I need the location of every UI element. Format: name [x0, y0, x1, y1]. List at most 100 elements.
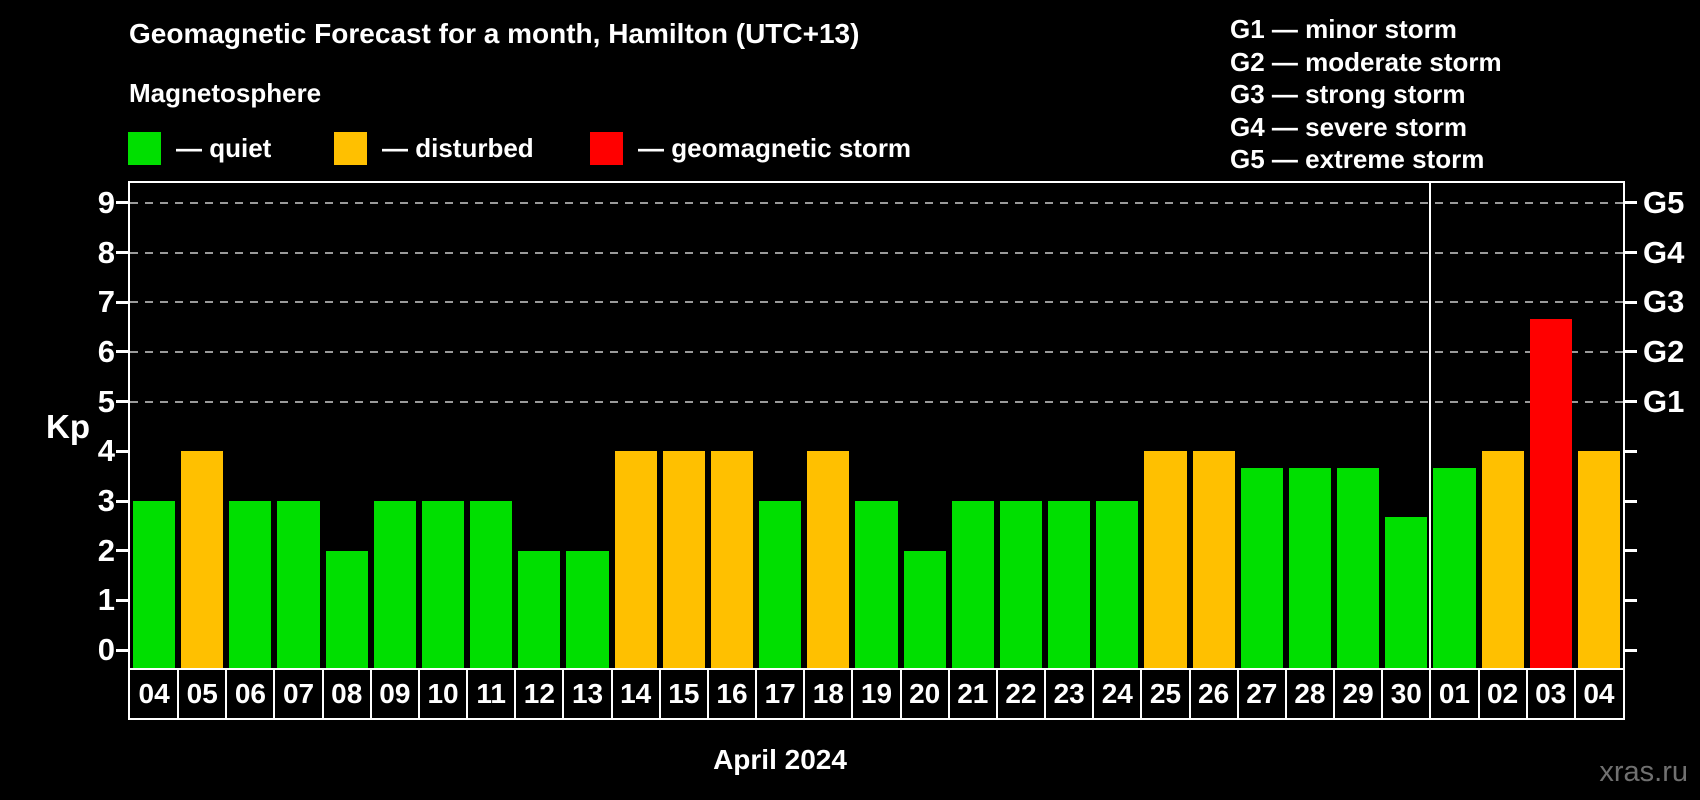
g-scale-legend-line: G2 — moderate storm — [1230, 46, 1502, 77]
bar-day-27 — [1240, 467, 1283, 668]
x-axis-title: April 2024 — [713, 744, 847, 775]
day-cell-border — [755, 670, 758, 718]
bar-day-03 — [1529, 318, 1572, 668]
gridline-kp8 — [130, 251, 1623, 254]
day-cell-border — [225, 670, 228, 718]
bar-day-18 — [807, 451, 850, 668]
y-tick-label: 3 — [97, 483, 115, 519]
legend-item-storm: — geomagnetic storm — [590, 131, 911, 165]
y-tick-label: 1 — [97, 582, 115, 618]
day-cell-border — [1284, 670, 1287, 718]
g-scale-legend: G1 — minor storm G2 — moderate storm G3 — … — [1230, 13, 1502, 176]
x-tick-label-day-02: 02 — [1487, 678, 1519, 709]
bar-day-19 — [855, 501, 898, 668]
y-axis-tick-left — [116, 400, 128, 404]
x-tick-label-day-17: 17 — [764, 678, 796, 709]
x-tick-label-day-25: 25 — [1149, 678, 1182, 709]
bar-day-08 — [325, 550, 368, 668]
x-tick-label-day-18: 18 — [812, 678, 844, 709]
bar-day-02 — [1481, 451, 1524, 668]
x-tick-label-day-26: 26 — [1198, 678, 1230, 709]
y-axis-tick-left — [116, 499, 128, 503]
y-tick-label: 9 — [97, 184, 115, 220]
day-cell-border — [1236, 670, 1239, 718]
y-tick-label: 5 — [97, 383, 115, 419]
y-axis-tick-left — [116, 300, 128, 304]
x-tick-label-day-19: 19 — [860, 678, 893, 709]
gridline-kp7 — [130, 301, 1623, 304]
magnetosphere-label: Magnetosphere — [129, 78, 322, 108]
g-scale-legend-line: G5 — extreme storm — [1230, 144, 1485, 174]
day-cell-border — [466, 670, 469, 718]
legend-label-storm: — geomagnetic storm — [638, 133, 912, 163]
bar-day-22 — [999, 501, 1043, 668]
x-tick-label-day-30: 30 — [1390, 678, 1422, 709]
day-cell-border — [177, 670, 180, 718]
x-tick-label-day-13: 13 — [571, 678, 604, 709]
bar-day-24 — [1096, 501, 1139, 668]
y-axis-title: Kp — [46, 408, 90, 445]
y-axis-tick-right — [1625, 449, 1637, 453]
bar-day-05 — [181, 451, 224, 668]
disturbed-swatch-icon — [334, 131, 367, 165]
day-cell-border — [995, 670, 998, 718]
bar-day-17 — [759, 501, 802, 668]
x-tick-label-day-24: 24 — [1101, 678, 1133, 709]
storm-swatch-icon — [590, 131, 623, 165]
y-axis-tick-left — [116, 648, 128, 652]
bar-day-28 — [1288, 467, 1332, 668]
x-tick-label-day-12: 12 — [523, 678, 555, 709]
month-separator-line — [1429, 183, 1432, 668]
x-tick-label-day-04: 04 — [1583, 678, 1615, 709]
legend-item-quiet: — quiet — [128, 131, 271, 165]
day-cell-border — [1573, 670, 1576, 718]
bar-day-13 — [566, 550, 609, 668]
g-scale-legend-line: G3 — strong storm — [1230, 79, 1466, 109]
legend-item-disturbed: — disturbed — [334, 131, 534, 165]
bar-day-12 — [518, 550, 561, 668]
x-axis-day-row: 04 05 06 07 08 09 10 11 12 13 14 15 16 17 18 19 20 21 22 23… — [128, 668, 1625, 720]
watermark: xras.ru — [1599, 756, 1688, 788]
y-axis-tick-left — [116, 251, 128, 255]
y-tick-label: 6 — [97, 333, 115, 369]
x-tick-label-day-11: 11 — [476, 678, 506, 709]
x-tick-label-day-07: 07 — [282, 678, 315, 709]
y-tick-label: 4 — [97, 433, 115, 469]
bar-day-20 — [903, 550, 946, 668]
y-axis-tick-right — [1625, 400, 1637, 404]
day-cell-border — [417, 670, 420, 718]
day-cell-border — [899, 670, 902, 718]
y-axis-tick-right — [1625, 648, 1637, 652]
bar-day-26 — [1192, 451, 1235, 668]
day-cell-border — [706, 670, 709, 718]
x-tick-label-day-03: 03 — [1535, 678, 1567, 709]
x-tick-label-day-05: 05 — [186, 678, 218, 709]
bar-day-15 — [662, 451, 705, 668]
day-cell-border — [562, 670, 565, 718]
x-tick-label-day-15: 15 — [668, 678, 700, 709]
bar-day-10 — [421, 501, 465, 668]
gridline-kp5 — [130, 400, 1623, 403]
gridline-kp9 — [130, 201, 1623, 204]
bar-day-21 — [951, 501, 994, 668]
day-cell-border — [1477, 670, 1480, 718]
y-tick-label: 0 — [97, 632, 115, 668]
bar-day-25 — [1144, 451, 1187, 668]
page-title: Geomagnetic Forecast for a month, Hamilt… — [129, 18, 860, 49]
g-scale-legend-line: G1 — minor storm — [1230, 14, 1457, 44]
day-cell-border — [321, 670, 324, 718]
bar-day-11 — [470, 501, 513, 668]
x-tick-label-day-09: 09 — [379, 678, 411, 709]
g-scale-legend-line: G4 — severe storm — [1230, 111, 1468, 142]
day-cell-border — [369, 670, 372, 718]
y-axis-tick-left — [116, 449, 128, 453]
day-cell-border — [610, 670, 613, 718]
x-tick-label-day-22: 22 — [1005, 678, 1037, 709]
bar-day-06 — [229, 501, 272, 668]
bar-day-14 — [614, 451, 657, 668]
x-tick-label-day-14: 14 — [620, 678, 652, 709]
day-cell-border — [1092, 670, 1095, 718]
x-tick-label-day-10: 10 — [427, 678, 459, 709]
y-tick-label: 8 — [97, 234, 115, 270]
bar-day-01 — [1433, 467, 1476, 668]
